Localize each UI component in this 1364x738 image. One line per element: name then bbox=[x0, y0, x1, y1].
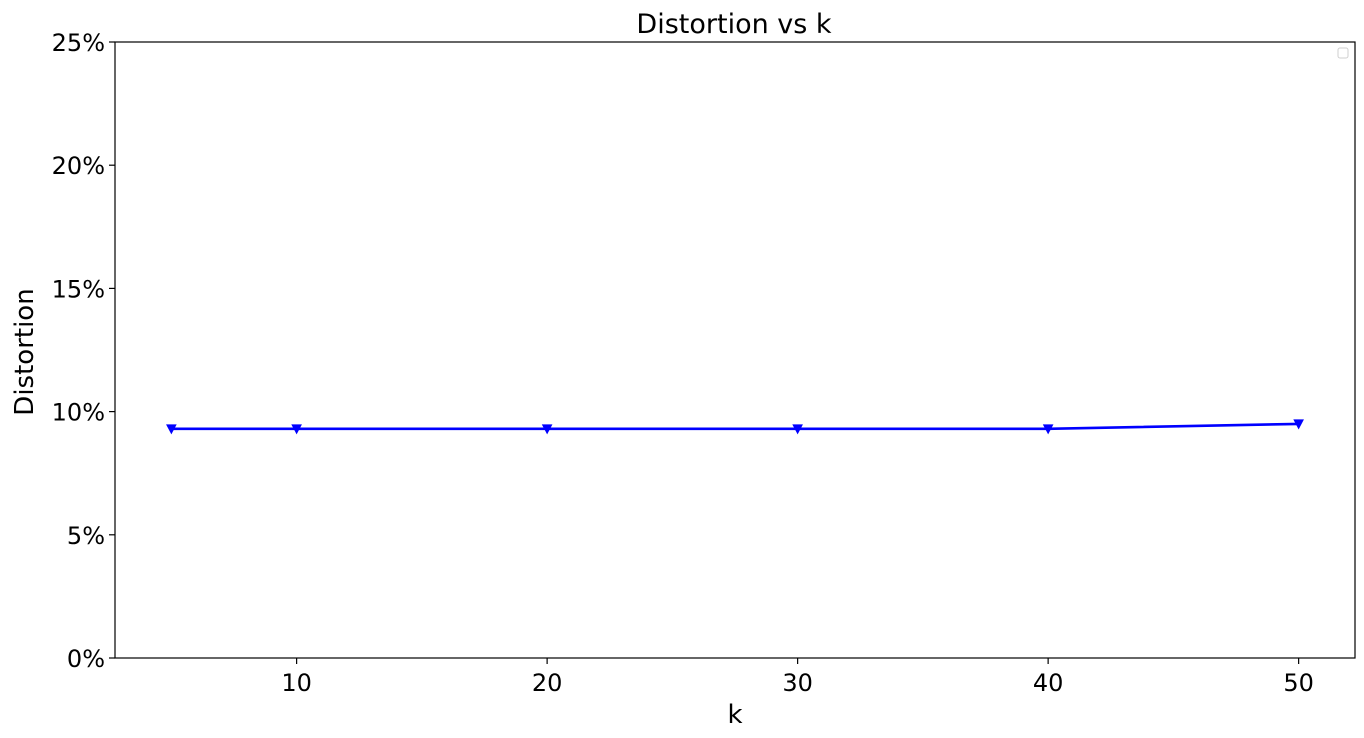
data-point-marker bbox=[1042, 424, 1054, 435]
data-point-marker bbox=[541, 424, 553, 435]
y-tick-label: 20% bbox=[52, 152, 105, 180]
x-tick-label: 30 bbox=[782, 669, 813, 697]
y-axis-ticks: 0% 5% 10% 15% 20% 25% bbox=[52, 29, 115, 673]
x-tick-label: 20 bbox=[532, 669, 563, 697]
y-tick-label: 15% bbox=[52, 275, 105, 303]
x-tick-label: 10 bbox=[281, 669, 312, 697]
plot-area: 10 20 30 40 50 0% 5% 10% 15% 20% 25% bbox=[52, 29, 1356, 697]
y-tick-label: 0% bbox=[67, 645, 105, 673]
y-tick-label: 5% bbox=[67, 522, 105, 550]
x-tick-label: 40 bbox=[1033, 669, 1064, 697]
chart-title: Distortion vs k bbox=[636, 9, 831, 40]
series-line bbox=[171, 422, 1299, 431]
y-axis-label: Distortion bbox=[10, 288, 40, 415]
data-point-marker bbox=[792, 424, 803, 435]
data-point-marker bbox=[1293, 419, 1304, 430]
data-point-marker bbox=[291, 424, 302, 435]
series-layer bbox=[166, 419, 1304, 435]
plot-frame bbox=[114, 41, 1356, 659]
x-axis-label: k bbox=[727, 700, 742, 730]
legend-box bbox=[1337, 47, 1349, 59]
y-tick-label: 10% bbox=[52, 399, 105, 427]
y-tick-label: 25% bbox=[52, 29, 105, 57]
x-tick-label: 50 bbox=[1283, 669, 1314, 697]
data-point-marker bbox=[166, 424, 177, 435]
x-axis-ticks: 10 20 30 40 50 bbox=[281, 658, 1314, 697]
